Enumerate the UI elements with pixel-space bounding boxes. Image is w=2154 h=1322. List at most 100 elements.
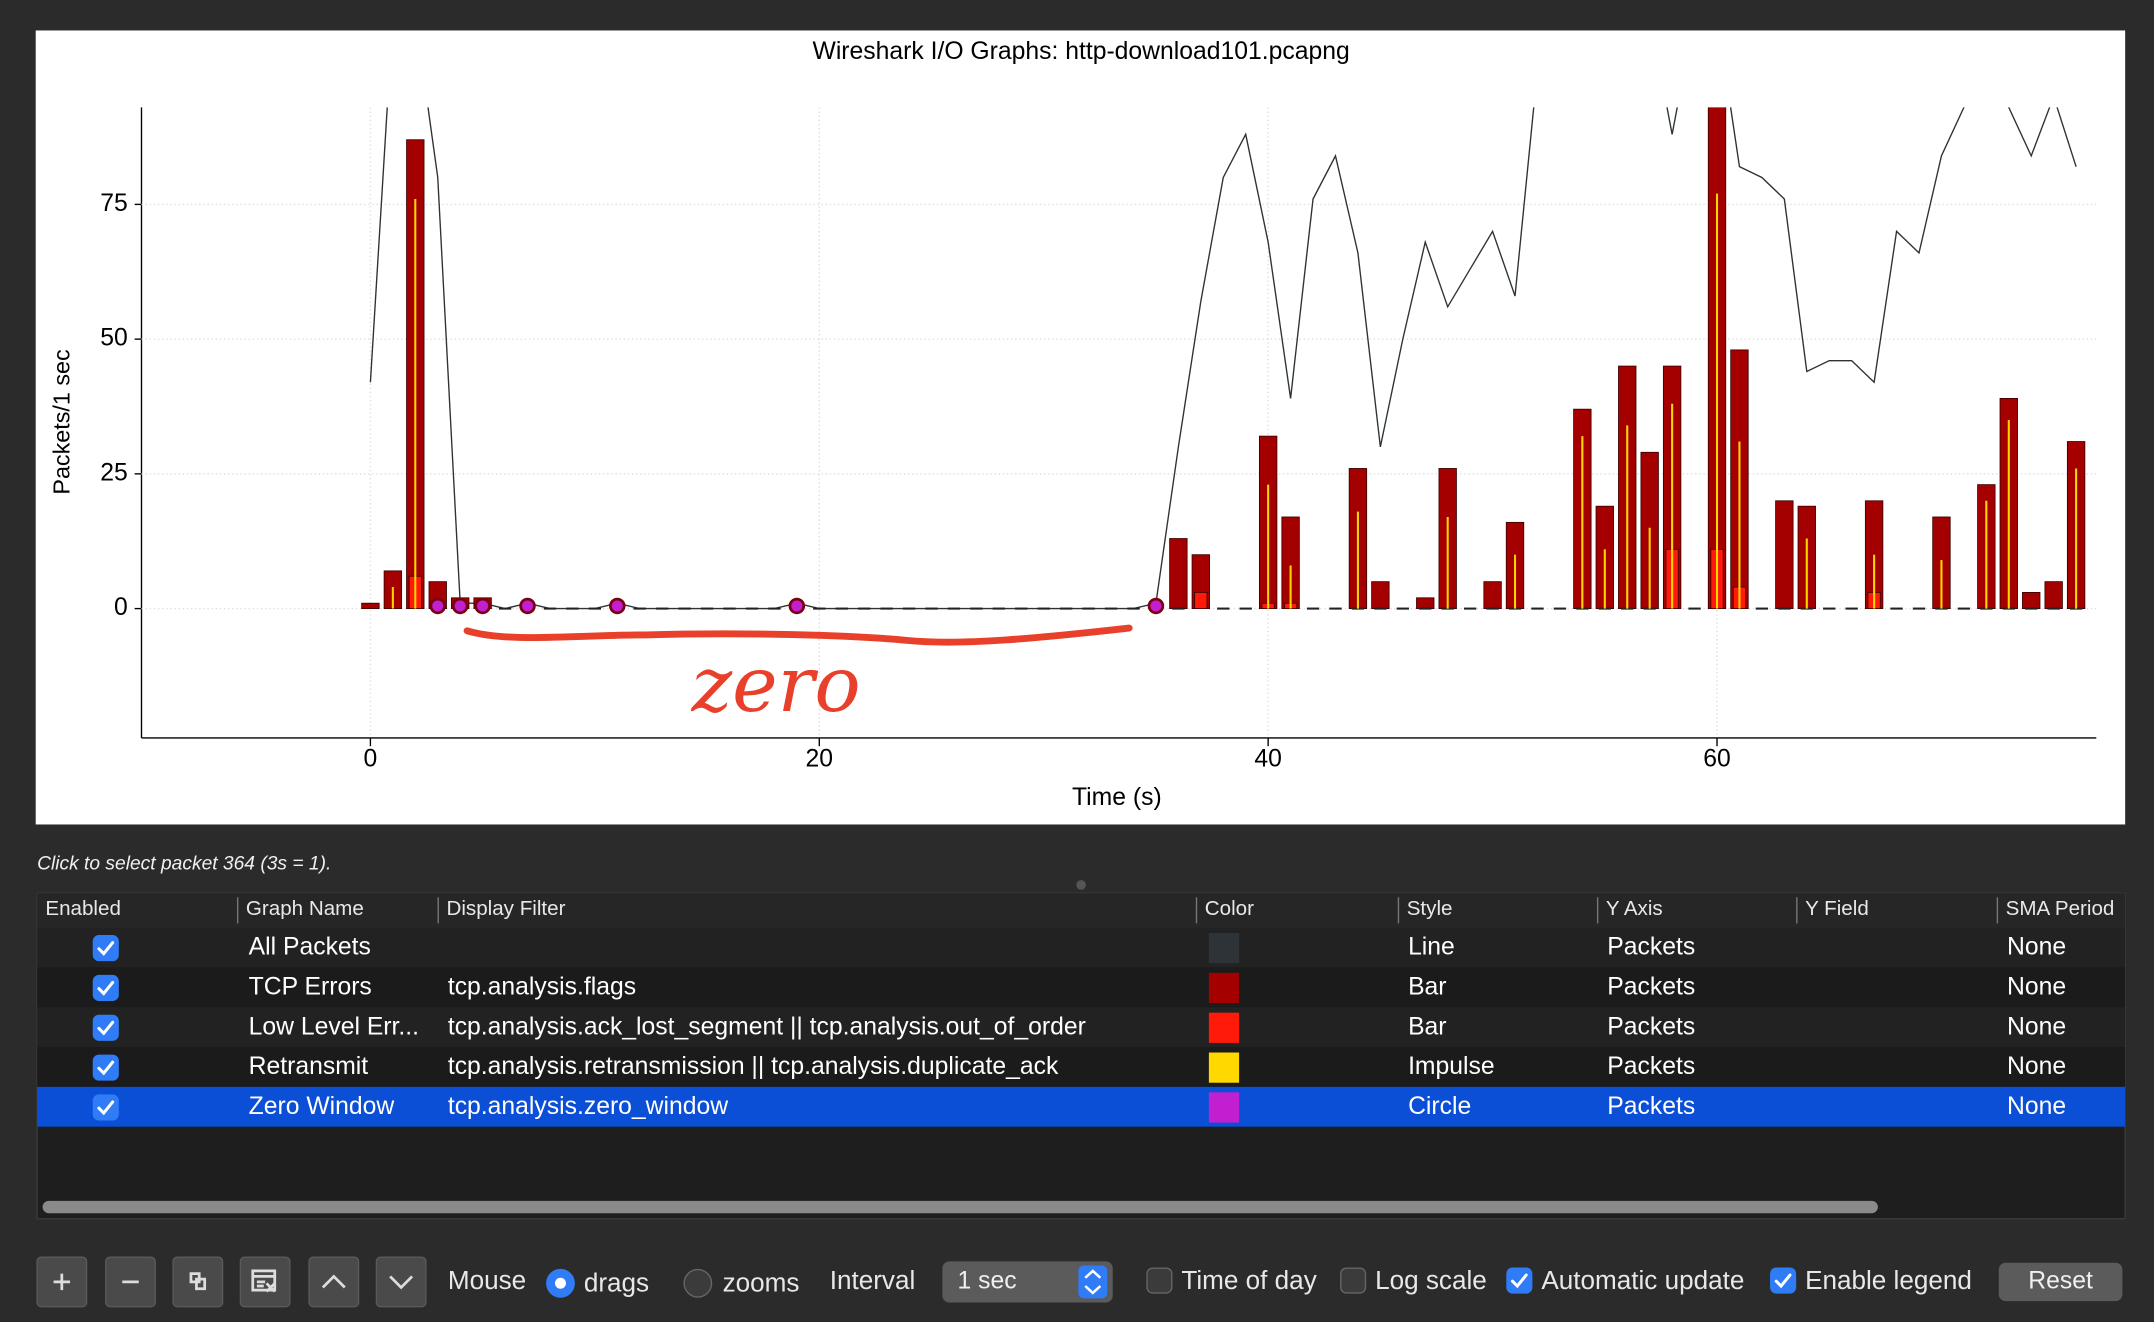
table-row[interactable] (37, 927, 2126, 968)
option-checkbox[interactable] (1340, 1267, 1367, 1294)
enabled-checkbox[interactable] (92, 974, 119, 1001)
column-header: Graph Name (246, 897, 364, 920)
table-row[interactable] (37, 1086, 2126, 1127)
option-label[interactable]: Automatic update (1541, 1265, 1744, 1295)
graph-name: All Packets (249, 934, 371, 961)
y-axis: Packets (1607, 1053, 1695, 1080)
option-label[interactable]: Enable legend (1805, 1265, 1972, 1295)
bar (566, 607, 579, 610)
bar (1957, 607, 1971, 610)
splitter-handle[interactable] (1076, 880, 1086, 890)
circle-marker (429, 597, 446, 615)
bar (835, 607, 848, 610)
bar (1755, 607, 1769, 610)
enabled-checkbox[interactable] (92, 1054, 119, 1081)
style: Line (1408, 934, 1455, 961)
interval-select[interactable] (942, 1261, 1113, 1303)
option-label[interactable]: Time of day (1181, 1265, 1316, 1295)
series-line (369, 107, 2077, 610)
mouse-option[interactable]: zooms (723, 1268, 800, 1298)
bar (1643, 607, 1656, 610)
y-tick-label: 0 (114, 594, 128, 621)
display-filter: tcp.analysis.retransmission || tcp.analy… (448, 1053, 1059, 1080)
bar (1508, 607, 1522, 610)
bar (857, 607, 871, 610)
sma-period: None (2007, 1013, 2066, 1040)
x-axis-label: Time (s) (1072, 784, 1162, 811)
mouse-radio[interactable] (683, 1268, 713, 1298)
column-header: SMA Period (2006, 897, 2115, 920)
tool-button[interactable] (308, 1256, 360, 1308)
bar (1127, 607, 1140, 610)
enabled-checkbox-mark (97, 1020, 115, 1036)
y-tick-label: 25 (100, 459, 128, 486)
tool-icon (189, 1272, 207, 1291)
bar (1775, 500, 1794, 609)
bar (633, 607, 646, 610)
enabled-checkbox-mark (97, 1100, 115, 1116)
circle-marker (609, 597, 626, 615)
bar (1688, 607, 1701, 610)
display-filter: tcp.analysis.zero_window (448, 1093, 728, 1120)
bar (1553, 607, 1567, 610)
bar (678, 607, 691, 610)
enabled-checkbox-mark (97, 1060, 115, 1076)
bar (498, 607, 512, 610)
select-stepper (1078, 1265, 1108, 1299)
bar (1416, 597, 1435, 609)
bar (543, 607, 557, 610)
controls: Mouse drags zooms Interval 1 sec Time of day L… (36, 1256, 2123, 1308)
chart-panel[interactable] (35, 30, 2126, 825)
mouse-option[interactable]: drags (584, 1268, 649, 1298)
enabled-checkbox[interactable] (92, 935, 119, 962)
y-axis: Packets (1607, 934, 1695, 961)
y-axis: Packets (1607, 973, 1695, 1000)
bar (1351, 607, 1365, 610)
bar (1306, 607, 1320, 610)
bar (1531, 607, 1544, 610)
scrollbar[interactable] (42, 1200, 1878, 1214)
color-swatch[interactable] (1208, 1012, 1240, 1043)
y-axis: Packets (1607, 1093, 1695, 1120)
enabled-checkbox[interactable] (92, 1014, 119, 1041)
bar (2069, 607, 2083, 610)
option-checkbox-mark (1774, 1273, 1792, 1289)
column-header: Style (1407, 897, 1453, 920)
reset-button[interactable] (1998, 1262, 2123, 1302)
status-text: Click to select packet 364 (3s = 1). (37, 853, 331, 874)
circle-marker (788, 597, 806, 615)
y-axis: Packets (1607, 1013, 1695, 1040)
bar (723, 607, 736, 610)
color-swatch[interactable] (1208, 932, 1240, 964)
reset-label: Reset (2028, 1267, 2093, 1294)
tool-icon (389, 1275, 414, 1290)
option-label[interactable]: Log scale (1375, 1265, 1487, 1295)
table-row[interactable] (37, 1007, 2126, 1048)
bar (1483, 581, 1502, 609)
bar (1463, 607, 1477, 610)
bar (1059, 607, 1073, 610)
table-body: Enabled Graph Name Display Filter Color Styl… (37, 893, 2126, 1127)
sma-period: None (2007, 973, 2066, 1000)
option-checkbox[interactable] (1146, 1267, 1173, 1294)
option-checkbox[interactable] (1770, 1267, 1797, 1294)
style: Bar (1408, 973, 1446, 1000)
bar (1845, 607, 1858, 610)
interval-value: 1 sec (957, 1267, 1016, 1294)
color-swatch[interactable] (1208, 1092, 1240, 1123)
table-row[interactable] (37, 967, 2126, 1008)
enabled-checkbox[interactable] (92, 1094, 119, 1121)
color-swatch[interactable] (1208, 1052, 1240, 1083)
style: Circle (1408, 1093, 1471, 1120)
bar (1239, 607, 1252, 610)
column-header: Display Filter (446, 897, 565, 920)
option-checkbox[interactable] (1506, 1267, 1533, 1294)
bar (1486, 607, 1499, 610)
bar (1935, 607, 1948, 610)
table-row[interactable] (37, 1047, 2126, 1087)
tool-button[interactable] (375, 1256, 427, 1308)
bar (2044, 581, 2063, 609)
color-swatch[interactable] (1208, 972, 1240, 1004)
bar (588, 607, 602, 610)
